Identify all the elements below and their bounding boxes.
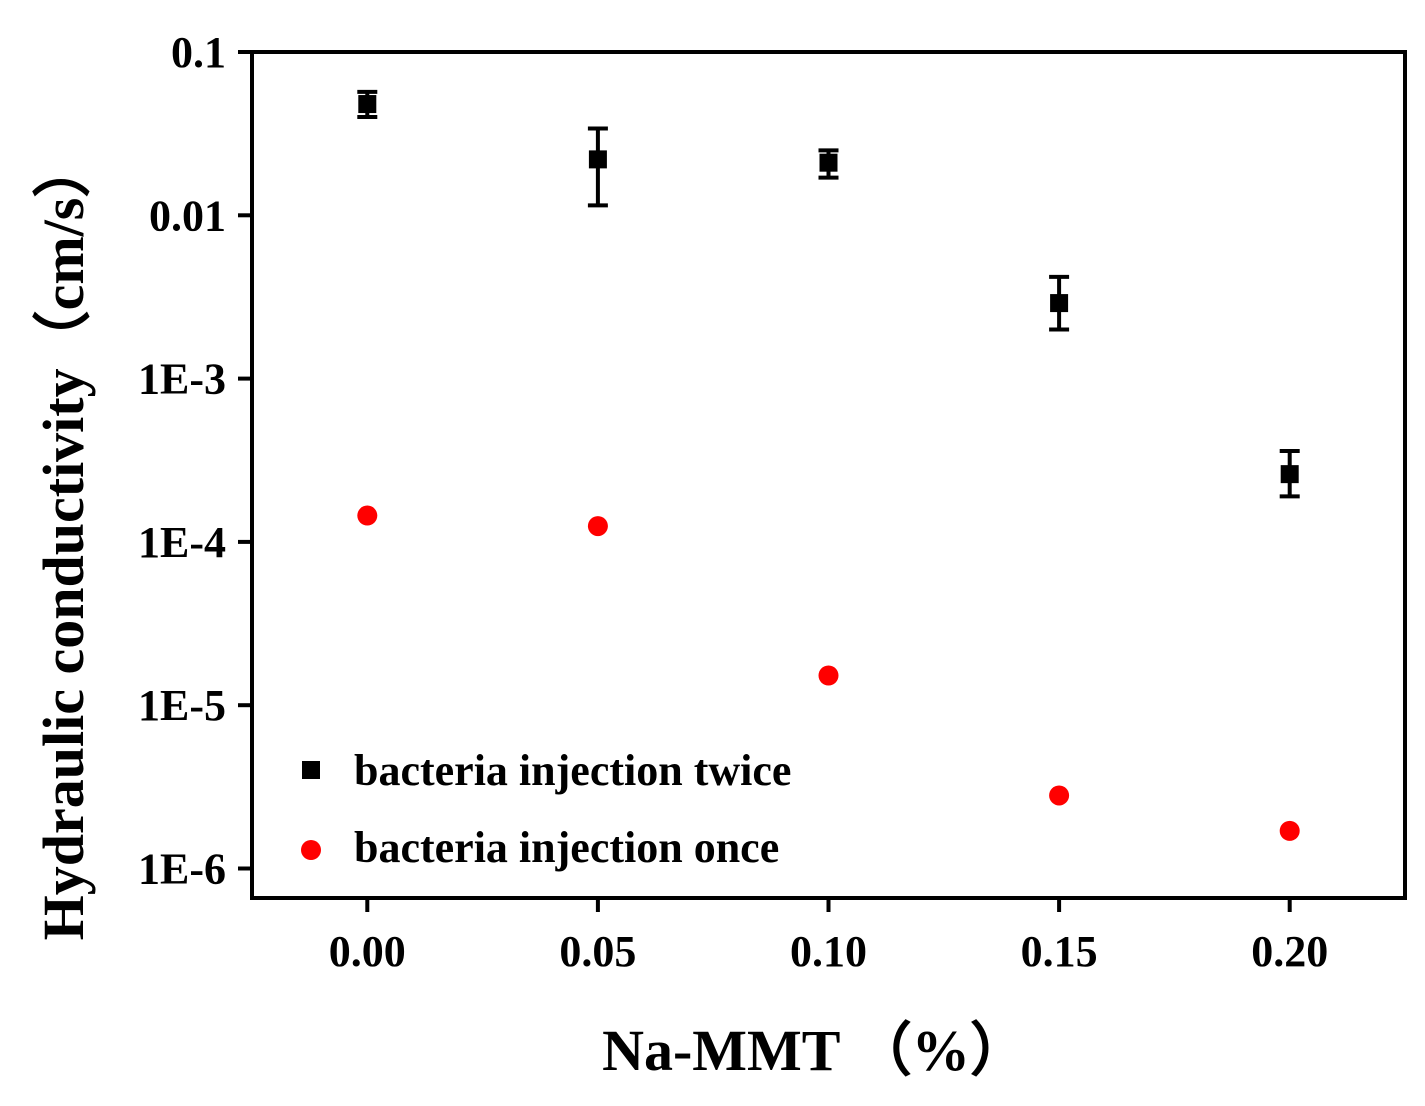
x-axis-title: Na-MMT （%） [602, 1018, 1028, 1083]
x-tick-label-2: 0.10 [790, 927, 867, 976]
legend-label-twice: bacteria injection twice [354, 746, 791, 795]
point-circle-1-3 [1049, 785, 1070, 806]
point-square-0-3 [1050, 294, 1069, 313]
point-square-0-2 [819, 153, 838, 172]
point-square-0-0 [358, 95, 377, 114]
legend-label-once: bacteria injection once [354, 823, 779, 872]
y-tick-label-5: 1E-6 [138, 845, 226, 894]
legend: bacteria injection twice bacteria inject… [301, 746, 791, 872]
point-circle-1-2 [818, 665, 839, 686]
y-axis-ticks: 0.1 0.01 1E-3 1E-4 1E-5 1E-6 [138, 28, 252, 894]
y-tick-label-2: 1E-3 [138, 355, 226, 404]
y-tick-label-3: 1E-4 [138, 518, 226, 567]
point-circle-1-4 [1279, 820, 1300, 841]
x-axis-ticks: 0.00 0.05 0.10 0.15 0.20 [329, 898, 1328, 976]
point-square-0-1 [588, 150, 607, 169]
y-axis-title: Hydraulic conductivity（cm/s） [31, 140, 96, 941]
x-tick-label-3: 0.15 [1021, 927, 1098, 976]
error-bars [357, 89, 1300, 499]
point-circle-1-1 [587, 516, 608, 537]
legend-marker-twice [302, 761, 320, 779]
point-square-0-4 [1280, 465, 1299, 484]
x-tick-label-0: 0.00 [329, 927, 406, 976]
x-tick-label-4: 0.20 [1251, 927, 1328, 976]
x-tick-label-1: 0.05 [559, 927, 636, 976]
y-tick-label-4: 1E-5 [138, 681, 226, 730]
legend-marker-once [301, 840, 321, 860]
data-points [357, 95, 1300, 841]
y-tick-label-0: 0.1 [171, 28, 226, 77]
point-circle-1-0 [357, 505, 378, 526]
y-tick-label-1: 0.01 [149, 191, 226, 240]
